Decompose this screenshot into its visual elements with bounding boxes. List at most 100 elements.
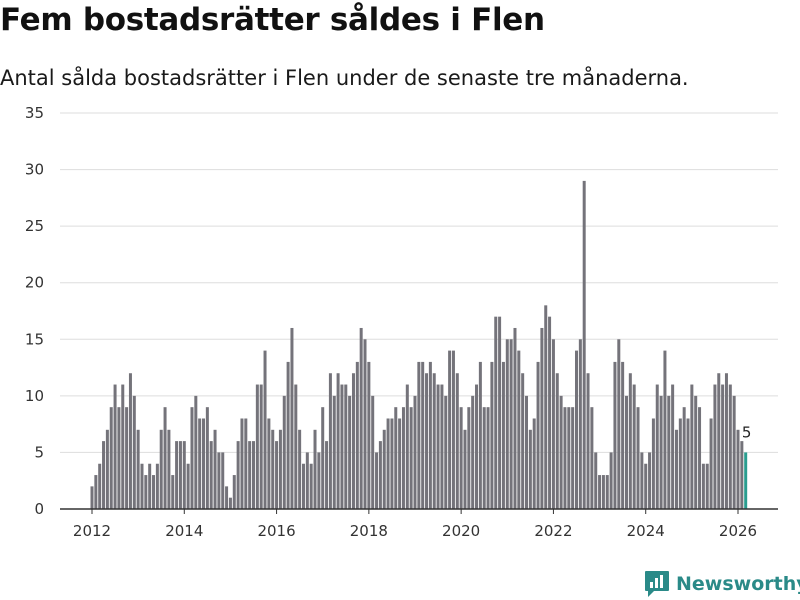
bar [102,441,106,509]
bar [113,384,117,509]
bar [259,384,263,509]
bar [525,395,529,509]
bar [325,441,329,509]
bar [336,373,340,509]
bar [717,373,721,509]
bar [144,475,148,509]
bar [436,384,440,509]
bar [155,463,159,509]
bar [244,418,248,509]
bar [351,373,355,509]
bar [571,407,575,509]
bar [301,463,305,509]
bar [659,395,663,509]
bar [305,452,309,509]
y-tick-label: 25 [25,217,44,235]
last-value-label: 5 [742,423,752,441]
bar [186,463,190,509]
bar [248,441,252,509]
bar [563,407,567,509]
bar [559,395,563,509]
bar [413,395,417,509]
bar [490,361,494,509]
bar [432,373,436,509]
bar [355,361,359,509]
bar [178,441,182,509]
bar [205,407,209,509]
bar [340,384,344,509]
bar [105,429,109,509]
bar [671,384,675,509]
bar [409,407,413,509]
bar [575,350,578,509]
bar [94,475,98,509]
bar [674,429,678,509]
bar [648,452,652,509]
brand-logo: Newsworthy [644,570,800,598]
bar [521,373,525,509]
bar [313,429,317,509]
bar [632,384,636,509]
bar [321,407,325,509]
bars [90,180,748,509]
bar [701,463,705,509]
bar [567,407,571,509]
bar [298,429,302,509]
bar [467,407,471,509]
bar [132,395,136,509]
bar [109,407,113,509]
bar [398,418,402,509]
bar [148,463,152,509]
bar [609,452,613,509]
bar [705,463,709,509]
bar [217,452,221,509]
bar [140,463,144,509]
chart-subtitle: Antal sålda bostadsrätter i Flen under d… [0,66,689,90]
bar [202,418,206,509]
bar [294,384,298,509]
bar [332,395,336,509]
bar [125,407,129,509]
bar [159,429,163,509]
x-axis-ticks: 2012 2014 2016 2018 2020 2022 2024 2026 [73,509,757,540]
bar [194,395,198,509]
y-tick-label: 15 [25,330,44,348]
x-tick-label: 2020 [442,522,480,540]
bar [190,407,194,509]
bar [555,373,559,509]
bar [628,373,632,509]
bar [221,452,225,509]
bar [651,418,655,509]
bar [117,407,121,509]
bar [540,327,544,509]
bar [694,395,698,509]
bar [255,384,259,509]
y-tick-label: 30 [25,161,44,179]
bar [655,384,659,509]
bar [667,395,671,509]
bar [182,441,186,509]
bar [613,361,617,509]
bar [263,350,267,509]
y-tick-label: 20 [25,274,44,292]
bar-latest [744,452,748,509]
bar [448,350,452,509]
x-tick-label: 2016 [257,522,295,540]
chart-title: Fem bostadsrätter såldes i Flen [0,2,545,38]
bar [605,475,609,509]
bar [163,407,167,509]
x-tick-label: 2026 [719,522,757,540]
bar [359,327,363,509]
bar [421,361,425,509]
bar [601,475,605,509]
bar [348,395,352,509]
bar [636,407,640,509]
bar [371,395,375,509]
bar [209,441,213,509]
bar [236,441,240,509]
bar [317,452,321,509]
bar [275,441,279,509]
bar [598,475,602,509]
bar [732,395,736,509]
